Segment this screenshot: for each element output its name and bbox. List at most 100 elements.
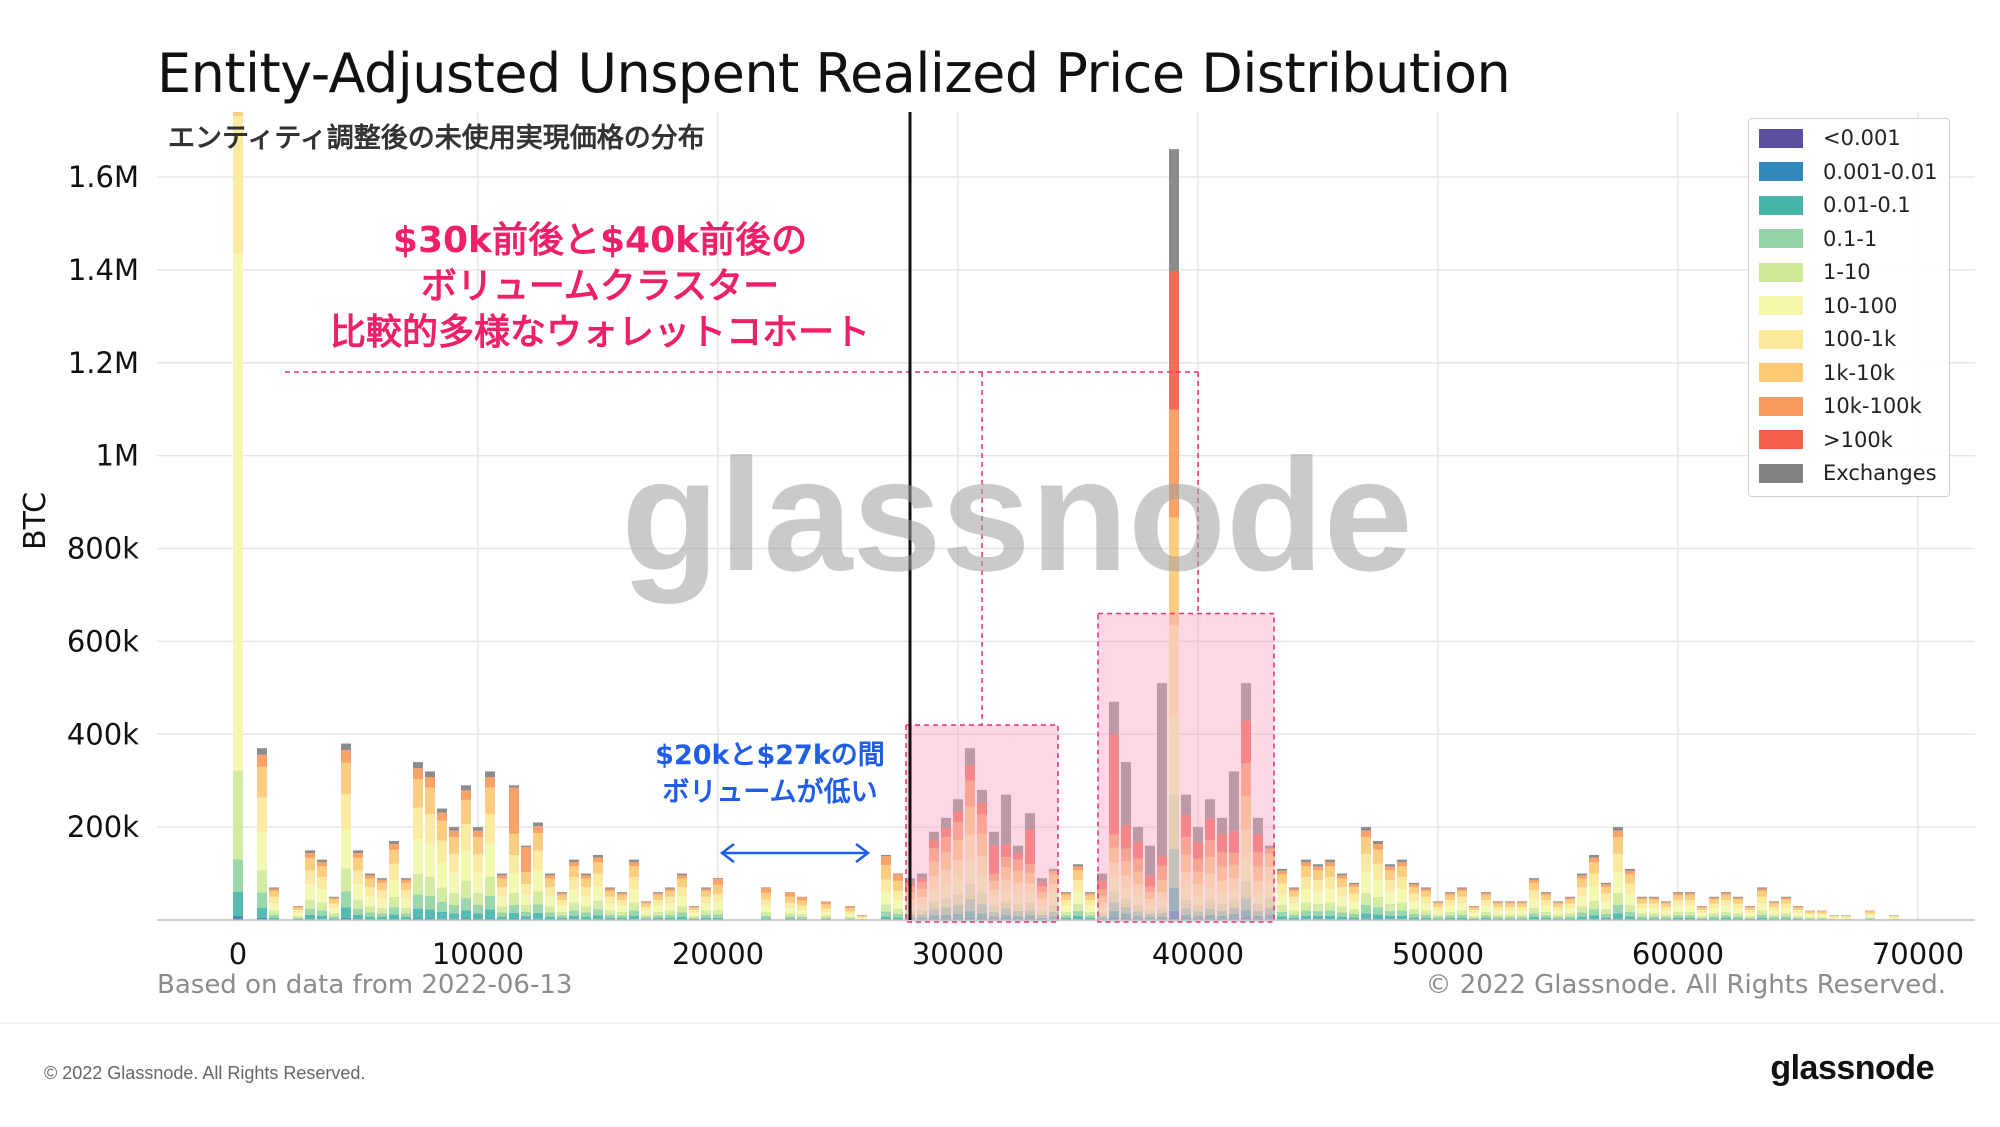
bar-segment <box>1421 891 1431 897</box>
bar-segment <box>1301 902 1311 911</box>
bar-segment <box>1553 906 1563 911</box>
bar-segment <box>1049 893 1059 906</box>
x-tick-label: 30000 <box>912 937 1004 971</box>
bar-segment <box>893 873 903 875</box>
bar-segment <box>845 918 855 920</box>
bar-segment <box>1481 911 1491 916</box>
bar-segment <box>497 873 507 876</box>
bar-segment <box>1457 887 1467 889</box>
bar-segment <box>761 918 771 920</box>
legend-swatch <box>1759 296 1803 315</box>
bar-segment <box>1517 916 1527 919</box>
bar-segment <box>1457 891 1467 897</box>
bar-segment <box>917 897 927 905</box>
bar-segment <box>593 854 603 858</box>
bar-segment <box>1481 900 1491 906</box>
bar-segment <box>1733 897 1743 900</box>
bar-segment <box>1001 844 1011 858</box>
bar-segment <box>1541 911 1551 916</box>
bar-segment <box>449 892 459 905</box>
bar-segment <box>665 888 675 892</box>
x-tick-label: 40000 <box>1152 937 1244 971</box>
bar-segment <box>1589 854 1599 858</box>
bar-segment <box>413 839 423 874</box>
bar-segment <box>269 887 279 889</box>
bar-segment <box>545 906 555 913</box>
bar-segment <box>881 916 891 920</box>
bar-segment <box>881 854 891 857</box>
bar-segment <box>629 915 639 920</box>
bar-segment <box>1493 918 1503 920</box>
bar-segment <box>1349 882 1359 885</box>
bar-segment <box>1685 911 1695 916</box>
bar-segment <box>917 889 927 898</box>
bar-segment <box>1061 905 1071 912</box>
bar-segment <box>1865 911 1875 912</box>
bar-segment <box>1565 897 1575 900</box>
bar-segment <box>437 911 447 919</box>
bar-segment <box>305 899 315 909</box>
bar-segment <box>1277 870 1287 875</box>
bar-segment <box>941 852 951 870</box>
legend-label: 0.01-0.1 <box>1823 193 1911 217</box>
bar-segment <box>617 917 627 920</box>
gap-annotation: $20kと$27kの間 ボリュームが低い <box>620 737 920 811</box>
bar-segment <box>1409 900 1419 910</box>
bar-segment <box>1721 905 1731 912</box>
bar-segment <box>1337 912 1347 917</box>
bar-segment <box>329 913 339 917</box>
bar-segment <box>1241 910 1251 918</box>
bar-segment <box>953 799 963 812</box>
x-tick-label: 10000 <box>432 937 524 971</box>
bar-segment <box>1169 849 1179 888</box>
bar-segment <box>1277 911 1287 917</box>
bar-segment <box>977 833 987 857</box>
bar-segment <box>917 882 927 890</box>
bar-segment <box>1817 911 1827 914</box>
bar-segment <box>1409 893 1419 901</box>
bar-segment <box>485 787 495 815</box>
bar-segment <box>1697 907 1707 911</box>
bar-segment <box>581 875 591 879</box>
bar-segment <box>977 913 987 919</box>
bar-segment <box>461 910 471 919</box>
highlight-boxes <box>285 371 1275 923</box>
bar-segment <box>1589 862 1599 874</box>
bar-segment <box>1445 893 1455 896</box>
bar-segment <box>425 876 435 896</box>
bar-segment <box>917 873 927 879</box>
bar-segment <box>497 875 507 879</box>
bar-segment <box>641 902 651 904</box>
bar-segment <box>1025 893 1035 903</box>
bar-segment <box>893 891 903 901</box>
bar-segment <box>1145 886 1155 893</box>
bar-segment <box>1145 913 1155 917</box>
bar-segment <box>1805 913 1815 916</box>
bar-segment <box>1517 918 1527 920</box>
bar-segment <box>761 906 771 913</box>
bar-segment <box>1553 903 1563 907</box>
bar-segment <box>497 916 507 920</box>
bar-segment <box>1673 905 1683 912</box>
bar-segment <box>557 892 567 894</box>
bar-segment <box>473 904 483 914</box>
bar-segment <box>1685 905 1695 912</box>
bar-segment <box>1493 902 1503 904</box>
brand-logo: glassnode <box>1770 1049 1934 1087</box>
bar-segment <box>1745 912 1755 916</box>
bar-segment <box>1457 914 1467 918</box>
bar-segment <box>1085 892 1095 894</box>
bar-segment <box>1685 892 1695 894</box>
bar-segment <box>1793 906 1803 907</box>
bar-segment <box>1421 887 1431 889</box>
bar-segment <box>785 892 795 897</box>
bar-segment <box>1001 900 1011 909</box>
bar-segment <box>761 899 771 907</box>
bar-segment <box>401 890 411 899</box>
bar-segment <box>1577 906 1587 913</box>
bar-segment <box>1061 895 1071 901</box>
bar-segment <box>689 915 699 918</box>
bar-segment <box>545 875 555 879</box>
bar-segment <box>1121 861 1131 876</box>
plot-background <box>157 112 1975 920</box>
